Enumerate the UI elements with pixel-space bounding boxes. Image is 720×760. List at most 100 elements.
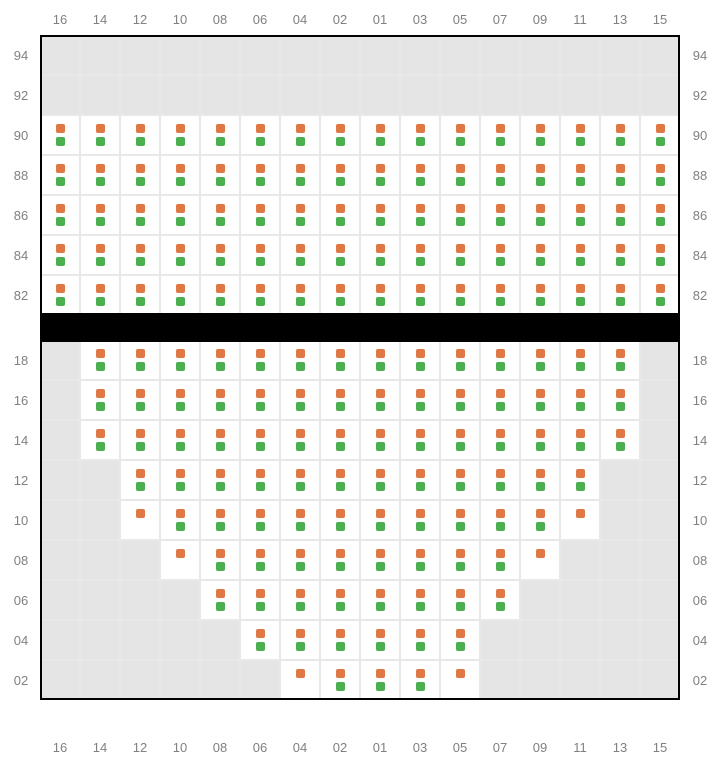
seat-marker-orange — [616, 164, 625, 173]
seat-marker-green — [296, 257, 305, 266]
seat-cell — [440, 115, 480, 155]
seat-marker-orange — [376, 549, 385, 558]
seat-marker-orange — [136, 164, 145, 173]
seat-cell — [160, 35, 200, 75]
seat-marker-green — [176, 402, 185, 411]
seat-cell — [640, 380, 680, 420]
seat-cell — [400, 460, 440, 500]
seat-cell — [240, 660, 280, 700]
seat-marker-green — [456, 217, 465, 226]
seat-marker-green — [96, 177, 105, 186]
seat-cell — [240, 580, 280, 620]
seat-marker-green — [416, 602, 425, 611]
seat-cell — [80, 340, 120, 380]
seat-marker-green — [256, 402, 265, 411]
row-label-right: 12 — [685, 473, 715, 488]
seat-marker-orange — [296, 244, 305, 253]
seat-cell — [120, 195, 160, 235]
seat-marker-green — [536, 442, 545, 451]
seat-marker-green — [96, 257, 105, 266]
seat-marker-green — [96, 442, 105, 451]
seat-cell — [120, 420, 160, 460]
seat-cell — [520, 195, 560, 235]
row-label-right: 86 — [685, 208, 715, 223]
seat-cell — [400, 340, 440, 380]
seat-cell — [640, 195, 680, 235]
seat-marker-green — [576, 137, 585, 146]
seat-marker-orange — [336, 284, 345, 293]
seat-cell — [640, 115, 680, 155]
seat-marker-orange — [136, 204, 145, 213]
section-divider — [40, 315, 680, 340]
seat-marker-orange — [616, 429, 625, 438]
seat-marker-orange — [336, 469, 345, 478]
seat-cell — [160, 660, 200, 700]
seat-marker-orange — [456, 284, 465, 293]
seat-cell — [560, 155, 600, 195]
seat-cell — [80, 380, 120, 420]
seat-cell — [360, 500, 400, 540]
seat-marker-green — [656, 177, 665, 186]
seat-cell — [400, 380, 440, 420]
seat-marker-green — [336, 217, 345, 226]
seat-marker-green — [576, 177, 585, 186]
seat-marker-green — [456, 602, 465, 611]
seat-marker-orange — [176, 204, 185, 213]
seat-marker-orange — [456, 629, 465, 638]
seat-marker-orange — [416, 389, 425, 398]
row-label-right: 18 — [685, 353, 715, 368]
row-label-right: 84 — [685, 248, 715, 263]
seat-marker-orange — [416, 164, 425, 173]
seat-marker-orange — [536, 349, 545, 358]
seat-marker-orange — [376, 429, 385, 438]
seat-cell — [400, 420, 440, 460]
seat-cell — [480, 620, 520, 660]
seat-cell — [320, 155, 360, 195]
seat-marker-green — [136, 217, 145, 226]
seat-marker-green — [336, 482, 345, 491]
seat-marker-orange — [616, 204, 625, 213]
seat-marker-green — [256, 442, 265, 451]
seat-cell — [440, 660, 480, 700]
seat-cell — [120, 460, 160, 500]
seat-marker-orange — [176, 469, 185, 478]
seat-marker-green — [96, 297, 105, 306]
seat-cell — [600, 275, 640, 315]
seat-marker-orange — [456, 469, 465, 478]
seat-marker-green — [416, 482, 425, 491]
seat-marker-orange — [376, 244, 385, 253]
seat-cell — [400, 540, 440, 580]
col-label-bottom: 14 — [80, 740, 120, 755]
seat-cell — [40, 580, 80, 620]
seat-marker-orange — [536, 284, 545, 293]
row-label-left: 92 — [6, 88, 36, 103]
seat-marker-orange — [136, 509, 145, 518]
seat-marker-orange — [536, 204, 545, 213]
seat-cell — [40, 620, 80, 660]
seat-marker-green — [336, 522, 345, 531]
seat-cell — [280, 275, 320, 315]
row-label-left: 88 — [6, 168, 36, 183]
seat-marker-orange — [376, 589, 385, 598]
row-label-left: 18 — [6, 353, 36, 368]
seat-marker-orange — [536, 124, 545, 133]
seat-marker-orange — [536, 549, 545, 558]
seat-cell — [280, 620, 320, 660]
seat-cell — [640, 420, 680, 460]
seat-marker-orange — [496, 164, 505, 173]
col-label-top: 04 — [280, 12, 320, 27]
seat-marker-orange — [576, 429, 585, 438]
seat-cell — [80, 420, 120, 460]
seat-cell — [320, 115, 360, 155]
seat-marker-orange — [656, 124, 665, 133]
seat-marker-orange — [576, 164, 585, 173]
seat-cell — [160, 500, 200, 540]
col-label-top: 11 — [560, 12, 600, 27]
seat-marker-green — [336, 682, 345, 691]
seat-marker-green — [216, 137, 225, 146]
seat-cell — [240, 460, 280, 500]
seat-marker-green — [136, 362, 145, 371]
seat-marker-orange — [296, 164, 305, 173]
row-label-right: 02 — [685, 673, 715, 688]
seat-marker-green — [96, 402, 105, 411]
